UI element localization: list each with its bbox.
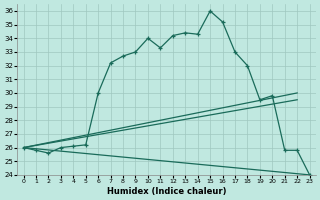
X-axis label: Humidex (Indice chaleur): Humidex (Indice chaleur) (107, 187, 226, 196)
